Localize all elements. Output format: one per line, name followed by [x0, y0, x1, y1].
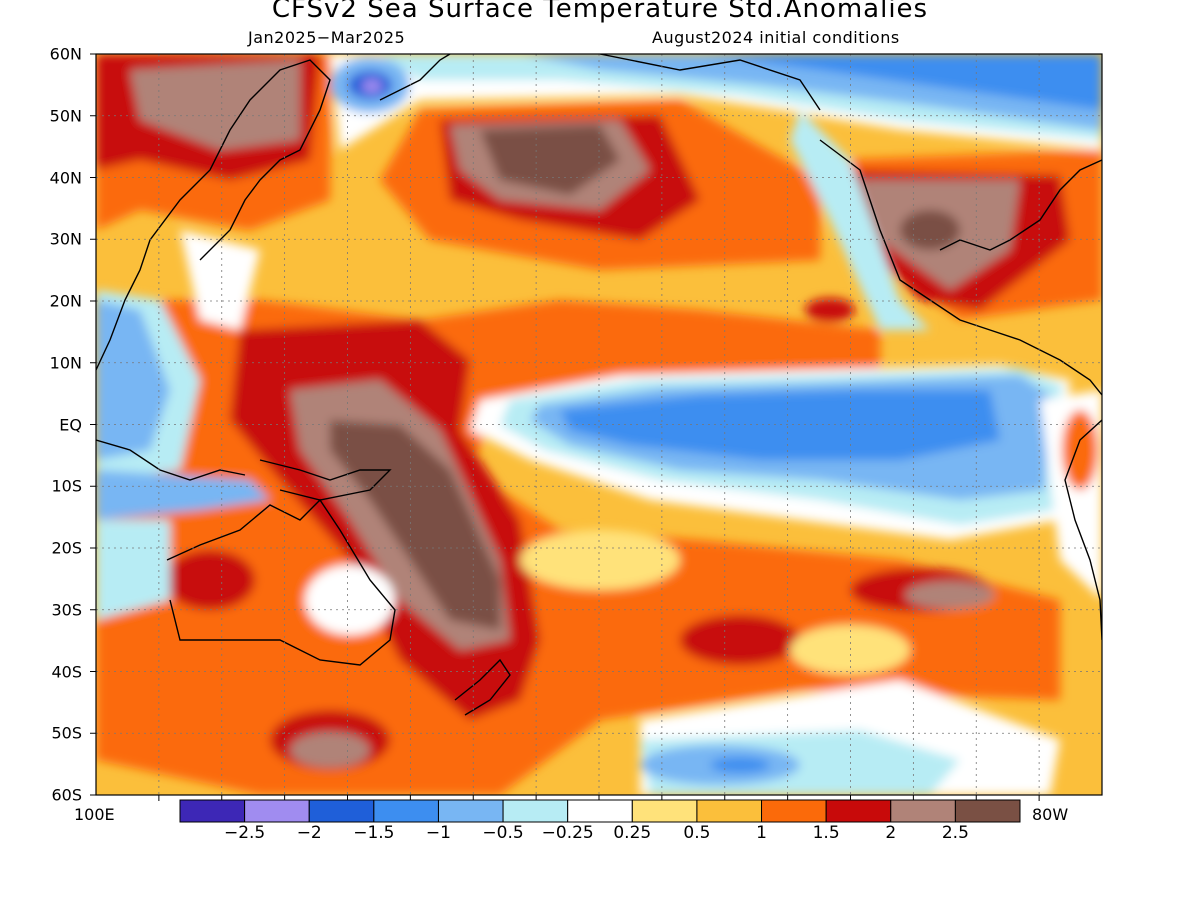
colorbar-swatch [308, 799, 375, 823]
anomaly-region [130, 60, 300, 150]
anomaly-region [905, 581, 995, 609]
forecast-period: Jan2025−Mar2025 [248, 28, 406, 47]
colorbar-label: 0.25 [613, 823, 652, 843]
anomaly-region [805, 298, 855, 322]
colorbar-label: 1.5 [812, 823, 840, 843]
anomaly-region [560, 390, 1000, 460]
latitude-label: 50S [51, 723, 82, 743]
colorbar-label: −1.5 [353, 823, 395, 843]
coastline [259, 459, 392, 501]
latitude-label: EQ [59, 415, 82, 434]
coastline [379, 54, 451, 101]
latitude-label: 20N [49, 291, 82, 311]
anomaly-region [362, 79, 382, 93]
anomaly-region [165, 550, 255, 610]
colorbar-swatch [244, 799, 310, 823]
colorbar-label: 0.5 [683, 823, 711, 843]
colorbar-label: −1 [425, 823, 451, 843]
latitude-label: 50N [49, 106, 82, 126]
colorbar-label: −2.5 [223, 823, 266, 843]
coastline [819, 139, 1102, 396]
coastline [96, 439, 246, 481]
anomaly-region [900, 210, 960, 250]
longitude-left-label: 100E [74, 805, 115, 824]
latitude-label: 30S [51, 600, 82, 620]
initial-conditions: August2024 initial conditions [652, 28, 900, 47]
latitude-label: 20S [51, 538, 82, 558]
anomaly-region [180, 230, 260, 330]
coastline [599, 54, 821, 111]
colorbar-label: −0.25 [541, 823, 594, 843]
longitude-right-label: 80W [1032, 805, 1069, 824]
anomaly-region [305, 565, 395, 635]
anomaly-region [290, 732, 370, 768]
anomaly-region [790, 625, 910, 675]
anomaly-field [96, 54, 1102, 795]
colorbar-swatch [825, 799, 892, 823]
colorbar-swatch [954, 799, 1021, 823]
anomaly-region [330, 420, 500, 630]
colorbar-swatch [761, 799, 827, 823]
anomaly-region [480, 125, 620, 195]
coastline [166, 498, 396, 666]
map-title: CFSv2 Sea Surface Temperature Std.Anomal… [271, 0, 929, 24]
coastline [939, 159, 1102, 251]
colorbar-swatch [631, 799, 698, 823]
coastline [454, 658, 511, 716]
latitude-label: 10N [49, 353, 82, 373]
latitude-label: 60S [51, 785, 82, 805]
colorbar-label: −2 [296, 823, 322, 843]
coastline [1064, 419, 1102, 641]
latitude-label: 30N [49, 229, 82, 249]
colorbar-label: 2.5 [941, 823, 969, 843]
anomaly-region [710, 757, 770, 773]
colorbar-label: 1 [756, 823, 767, 843]
colorbar-swatch [437, 799, 504, 823]
colorbar-swatch [696, 799, 763, 823]
latitude-label: 40N [49, 168, 82, 187]
coastline [96, 59, 331, 371]
colorbar-swatch [567, 799, 633, 823]
anomaly-region [96, 300, 170, 460]
latitude-label: 40S [51, 662, 82, 681]
anomaly-region [1062, 410, 1098, 490]
colorbar [179, 799, 1021, 823]
anomaly-region [790, 110, 930, 330]
land-outlines [96, 54, 1102, 716]
anomaly-region [700, 54, 1102, 110]
colorbar-swatch [890, 799, 956, 823]
colorbar-label: 2 [885, 823, 897, 843]
anomaly-region [96, 470, 270, 520]
anomaly-region [96, 520, 170, 620]
latitude-label: 60N [49, 44, 82, 64]
colorbar-swatch [502, 799, 569, 823]
anomaly-region [680, 615, 800, 665]
colorbar-label: −0.5 [482, 823, 524, 843]
latitude-label: 10S [51, 476, 82, 496]
anomaly-region [520, 530, 680, 590]
colorbar-swatch [179, 799, 246, 823]
colorbar-swatch [373, 799, 439, 823]
